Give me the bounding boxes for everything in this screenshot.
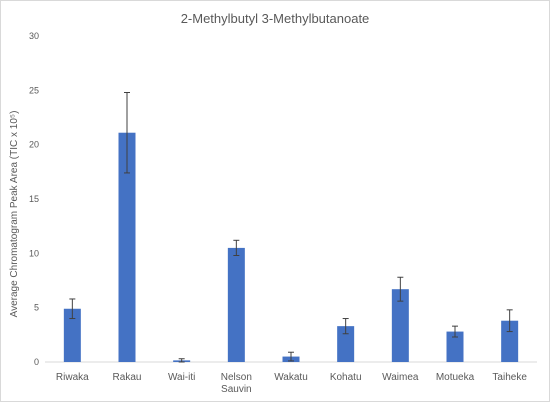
bar: [227, 247, 245, 362]
x-tick-label: Nelson Sauvin: [221, 372, 252, 395]
bar: [446, 331, 464, 362]
y-tick-label: 30: [29, 31, 39, 41]
y-tick-label: 20: [29, 140, 39, 150]
y-tick-label: 25: [29, 85, 39, 95]
y-tick-label: 15: [29, 194, 39, 204]
y-tick-label: 0: [34, 357, 39, 367]
x-tick-label: Wai-iti: [168, 372, 195, 383]
bar: [337, 326, 355, 362]
x-tick-label: Rakau: [113, 372, 142, 383]
x-tick-label: Riwaka: [56, 372, 89, 383]
x-tick-label: Wakatu: [274, 372, 308, 383]
x-tick-label: Waimea: [382, 372, 419, 383]
chart-title: 2-Methylbutyl 3-Methylbutanoate: [180, 11, 370, 26]
bar: [118, 132, 136, 362]
x-tick-label: Motueka: [436, 372, 475, 383]
y-tick-label: 10: [29, 248, 39, 258]
x-tick-label: Kohatu: [330, 372, 362, 383]
bar: [501, 320, 519, 362]
bar: [391, 289, 409, 362]
bar: [63, 308, 81, 362]
y-tick-label: 5: [34, 303, 39, 313]
x-tick-label: Taiheke: [492, 372, 527, 383]
